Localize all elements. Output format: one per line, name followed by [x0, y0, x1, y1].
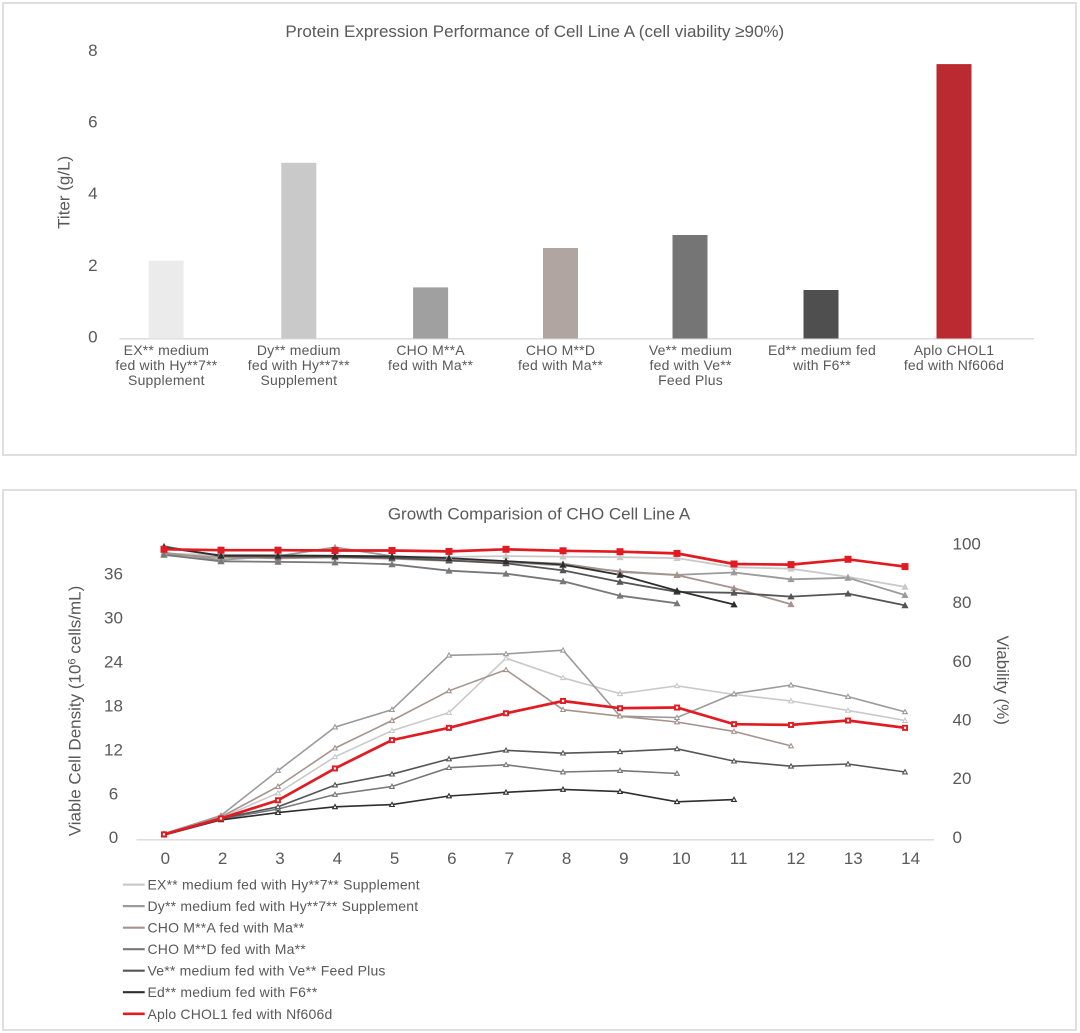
svg-text:Supplement: Supplement — [128, 372, 205, 388]
svg-text:30: 30 — [104, 609, 123, 628]
svg-text:6: 6 — [109, 784, 118, 803]
svg-text:0: 0 — [88, 328, 97, 347]
svg-text:fed with Ma**: fed with Ma** — [518, 357, 603, 373]
svg-text:fed with Hy**7**: fed with Hy**7** — [115, 357, 217, 373]
svg-text:100: 100 — [953, 534, 981, 553]
svg-text:CHO M**D fed with Ma**: CHO M**D fed with Ma** — [148, 941, 307, 957]
svg-text:Ve** medium fed with Ve** Feed: Ve** medium fed with Ve** Feed Plus — [148, 963, 386, 979]
svg-text:CHO M**A fed with Ma**: CHO M**A fed with Ma** — [148, 920, 305, 936]
svg-text:13: 13 — [844, 849, 863, 868]
svg-text:4: 4 — [333, 849, 342, 868]
svg-text:3: 3 — [275, 849, 284, 868]
svg-text:12: 12 — [104, 740, 123, 759]
svg-text:9: 9 — [619, 849, 628, 868]
svg-text:Dy** medium: Dy** medium — [257, 342, 341, 358]
svg-text:fed with Hy**7**: fed with Hy**7** — [248, 357, 350, 373]
svg-text:11: 11 — [730, 849, 748, 868]
svg-text:0: 0 — [161, 849, 170, 868]
svg-text:Ve** medium: Ve** medium — [649, 342, 732, 358]
svg-text:CHO M**D: CHO M**D — [526, 342, 595, 358]
svg-text:4: 4 — [88, 184, 97, 203]
svg-text:12: 12 — [786, 849, 805, 868]
svg-text:2: 2 — [218, 849, 227, 868]
svg-text:EX** medium fed with Hy**7** S: EX** medium fed with Hy**7** Supplement — [148, 877, 420, 893]
svg-text:60: 60 — [953, 652, 972, 671]
svg-text:Feed Plus: Feed Plus — [658, 372, 723, 388]
svg-text:80: 80 — [953, 593, 972, 612]
svg-text:Viable Cell Density (106 cell: Viable Cell Density (106 cells/mL) — [66, 586, 85, 837]
svg-text:Titer (g/L): Titer (g/L) — [55, 156, 74, 229]
svg-text:Supplement: Supplement — [260, 372, 337, 388]
svg-text:6: 6 — [447, 849, 456, 868]
svg-text:Growth Comparision of CHO Cell: Growth Comparision of CHO Cell Line A — [388, 504, 691, 523]
svg-text:fed with Ve**: fed with Ve** — [650, 357, 732, 373]
svg-text:Viability (%): Viability (%) — [993, 635, 1012, 724]
svg-text:8: 8 — [88, 41, 97, 60]
svg-text:Ed** medium fed with F6**: Ed** medium fed with F6** — [148, 984, 318, 1000]
svg-text:Ed** medium fed: Ed** medium fed — [768, 342, 876, 358]
svg-text:Aplo CHOL1 fed with Nf606d: Aplo CHOL1 fed with Nf606d — [148, 1006, 333, 1022]
svg-text:0: 0 — [109, 828, 118, 847]
svg-text:5: 5 — [390, 849, 399, 868]
svg-text:20: 20 — [953, 769, 972, 788]
svg-text:7: 7 — [505, 849, 514, 868]
svg-text:Dy** medium fed with Hy**7** S: Dy** medium fed with Hy**7** Supplement — [148, 898, 419, 914]
svg-text:CHO M**A: CHO M**A — [396, 342, 465, 358]
svg-text:36: 36 — [104, 565, 123, 584]
svg-text:fed with Ma**: fed with Ma** — [388, 357, 473, 373]
svg-text:EX** medium: EX** medium — [124, 342, 209, 358]
svg-text:24: 24 — [104, 653, 123, 672]
svg-text:10: 10 — [672, 849, 691, 868]
svg-text:8: 8 — [562, 849, 571, 868]
svg-text:0: 0 — [953, 828, 962, 847]
svg-text:Aplo CHOL1: Aplo CHOL1 — [914, 342, 995, 358]
svg-text:Protein Expression Performance: Protein Expression Performance of Cell L… — [285, 22, 784, 41]
svg-text:40: 40 — [953, 711, 972, 730]
svg-text:18: 18 — [104, 696, 123, 715]
svg-text:6: 6 — [88, 113, 97, 132]
svg-text:14: 14 — [901, 849, 920, 868]
svg-text:with F6**: with F6** — [792, 357, 851, 373]
svg-text:2: 2 — [88, 256, 97, 275]
svg-text:fed with Nf606d: fed with Nf606d — [904, 357, 1004, 373]
